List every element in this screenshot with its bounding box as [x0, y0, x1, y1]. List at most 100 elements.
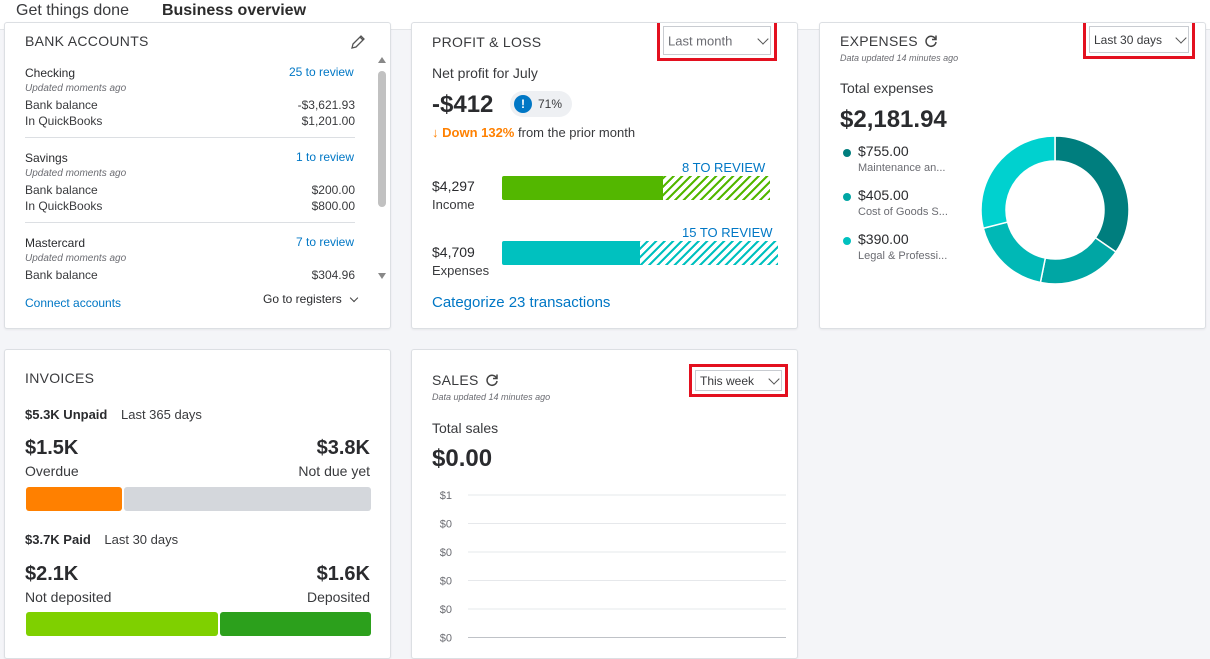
income-value: $4,297 — [432, 178, 475, 194]
expenses-label: Expenses — [432, 263, 490, 278]
y-tick-label: $0 — [440, 633, 452, 645]
sales-card: SALES Data updated 14 minutes ago This w… — [411, 349, 798, 659]
y-tick-label: $0 — [440, 604, 452, 616]
scroll-up-icon[interactable] — [378, 57, 386, 63]
y-tick-label: $0 — [440, 576, 452, 588]
account-review-link[interactable]: 25 to review — [289, 65, 354, 79]
account-name: Checking — [25, 66, 76, 80]
period-select-value: Last 30 days — [1094, 32, 1163, 47]
paid-bar[interactable] — [26, 612, 371, 636]
legend-value: $405.00 — [858, 187, 909, 203]
sales-title-text: SALES — [432, 372, 479, 388]
expenses-card: EXPENSES Data updated 14 minutes ago Las… — [819, 22, 1206, 329]
income-bar-fill — [502, 176, 663, 200]
categorize-link[interactable]: Categorize 23 transactions — [432, 294, 611, 311]
period-select[interactable]: Last month — [657, 23, 777, 61]
expenses-review-link[interactable]: 15 TO REVIEW — [682, 225, 773, 240]
profit-loss-title: PROFIT & LOSS — [432, 34, 542, 50]
expenses-title: EXPENSES — [840, 33, 938, 49]
bank-accounts-title: BANK ACCOUNTS — [25, 33, 149, 49]
pencil-icon[interactable] — [349, 33, 367, 51]
divider — [25, 222, 355, 223]
y-tick-label: $0 — [440, 519, 452, 531]
refresh-icon[interactable] — [485, 373, 499, 387]
confidence-badge[interactable]: ! 71% — [510, 91, 572, 117]
refresh-icon[interactable] — [924, 34, 938, 48]
legend-value: $390.00 — [858, 231, 909, 247]
unpaid-period: Last 365 days — [120, 407, 202, 422]
expenses-donut-chart[interactable] — [979, 134, 1131, 286]
tab-get-things-done[interactable]: Get things done — [16, 2, 129, 19]
paid-total: $3.7K Paid — [25, 532, 91, 547]
net-profit-value: -$412 — [432, 91, 494, 118]
legend-label: Maintenance an... — [858, 162, 946, 174]
expenses-bar[interactable] — [502, 241, 778, 265]
scroll-down-icon[interactable] — [378, 273, 386, 279]
account-review-link[interactable]: 1 to review — [296, 150, 355, 164]
not-deposited-value: $2.1K — [25, 563, 79, 585]
quickbooks-label: In QuickBooks — [25, 114, 103, 128]
account-updated: Updated moments ago — [25, 253, 127, 264]
period-select[interactable]: Last 30 days — [1083, 23, 1195, 59]
quickbooks-value: $800.00 — [311, 199, 355, 213]
account-name: Mastercard — [25, 236, 86, 250]
bank-scrollbar[interactable] — [377, 57, 387, 281]
go-to-registers-label: Go to registers — [263, 292, 342, 306]
info-icon: ! — [514, 95, 532, 113]
total-sales-value: $0.00 — [432, 445, 493, 472]
quickbooks-label: In QuickBooks — [25, 199, 103, 213]
legend-label: Legal & Professi... — [858, 250, 948, 262]
income-label: Income — [432, 197, 475, 212]
divider — [25, 137, 355, 138]
period-select-value: Last month — [668, 33, 733, 48]
account-name: Savings — [25, 151, 68, 165]
income-bar-review — [663, 176, 770, 200]
badge-value: 71% — [538, 97, 563, 111]
bank-balance-value: $304.96 — [311, 268, 355, 282]
income-bar[interactable] — [502, 176, 770, 200]
period-select[interactable]: This week — [689, 364, 788, 397]
expenses-value: $4,709 — [432, 244, 475, 260]
paid-period: Last 30 days — [104, 532, 179, 547]
not-deposited-bar-segment[interactable] — [26, 612, 218, 636]
overdue-value: $1.5K — [25, 437, 79, 459]
legend-value: $755.00 — [858, 143, 909, 159]
legend-dot-icon — [843, 149, 851, 157]
not-deposited-label: Not deposited — [25, 589, 112, 605]
overdue-bar-segment[interactable] — [26, 487, 122, 511]
sales-line-chart[interactable]: $1 $0 $0 $0 $0 $0 — [422, 485, 792, 645]
scroll-thumb[interactable] — [378, 71, 386, 207]
change-rest: from the prior month — [518, 125, 636, 140]
bank-accounts-card: BANK ACCOUNTS Checking 25 to review Upda… — [4, 22, 391, 329]
not-due-bar-segment[interactable] — [124, 487, 371, 511]
expenses-title-text: EXPENSES — [840, 33, 918, 49]
bank-balance-label: Bank balance — [25, 98, 98, 112]
not-due-label: Not due yet — [298, 463, 370, 479]
expenses-updated: Data updated 14 minutes ago — [840, 53, 959, 63]
income-review-link[interactable]: 8 TO REVIEW — [682, 160, 766, 175]
change-direction: Down 132% — [442, 125, 515, 140]
donut-slice[interactable] — [980, 135, 1056, 230]
connect-accounts-link[interactable]: Connect accounts — [25, 296, 122, 310]
bank-balance-value: -$3,621.93 — [297, 98, 355, 112]
account-updated: Updated moments ago — [25, 168, 127, 179]
expenses-bar-review — [640, 241, 778, 265]
not-due-value: $3.8K — [316, 437, 370, 459]
profit-loss-card: PROFIT & LOSS Last month Net profit for … — [411, 22, 798, 329]
bank-balance-value: $200.00 — [311, 183, 355, 197]
donut-slice[interactable] — [1054, 135, 1130, 254]
invoices-card: INVOICES $5.3K Unpaid Last 365 days $1.5… — [4, 349, 391, 659]
donut-slice[interactable] — [1039, 236, 1117, 285]
unpaid-bar[interactable] — [26, 487, 371, 511]
account-review-link[interactable]: 7 to review — [296, 235, 355, 249]
period-select-value: This week — [700, 373, 755, 388]
deposited-bar-segment[interactable] — [220, 612, 371, 636]
legend-dot-icon — [843, 237, 851, 245]
legend-dot-icon — [843, 193, 851, 201]
deposited-label: Deposited — [306, 589, 370, 605]
quickbooks-value: $1,201.00 — [301, 114, 355, 128]
bank-balance-label: Bank balance — [25, 183, 98, 197]
donut-slice[interactable] — [982, 221, 1047, 284]
go-to-registers-button[interactable]: Go to registers — [263, 292, 359, 306]
total-expenses-label: Total expenses — [840, 80, 934, 96]
